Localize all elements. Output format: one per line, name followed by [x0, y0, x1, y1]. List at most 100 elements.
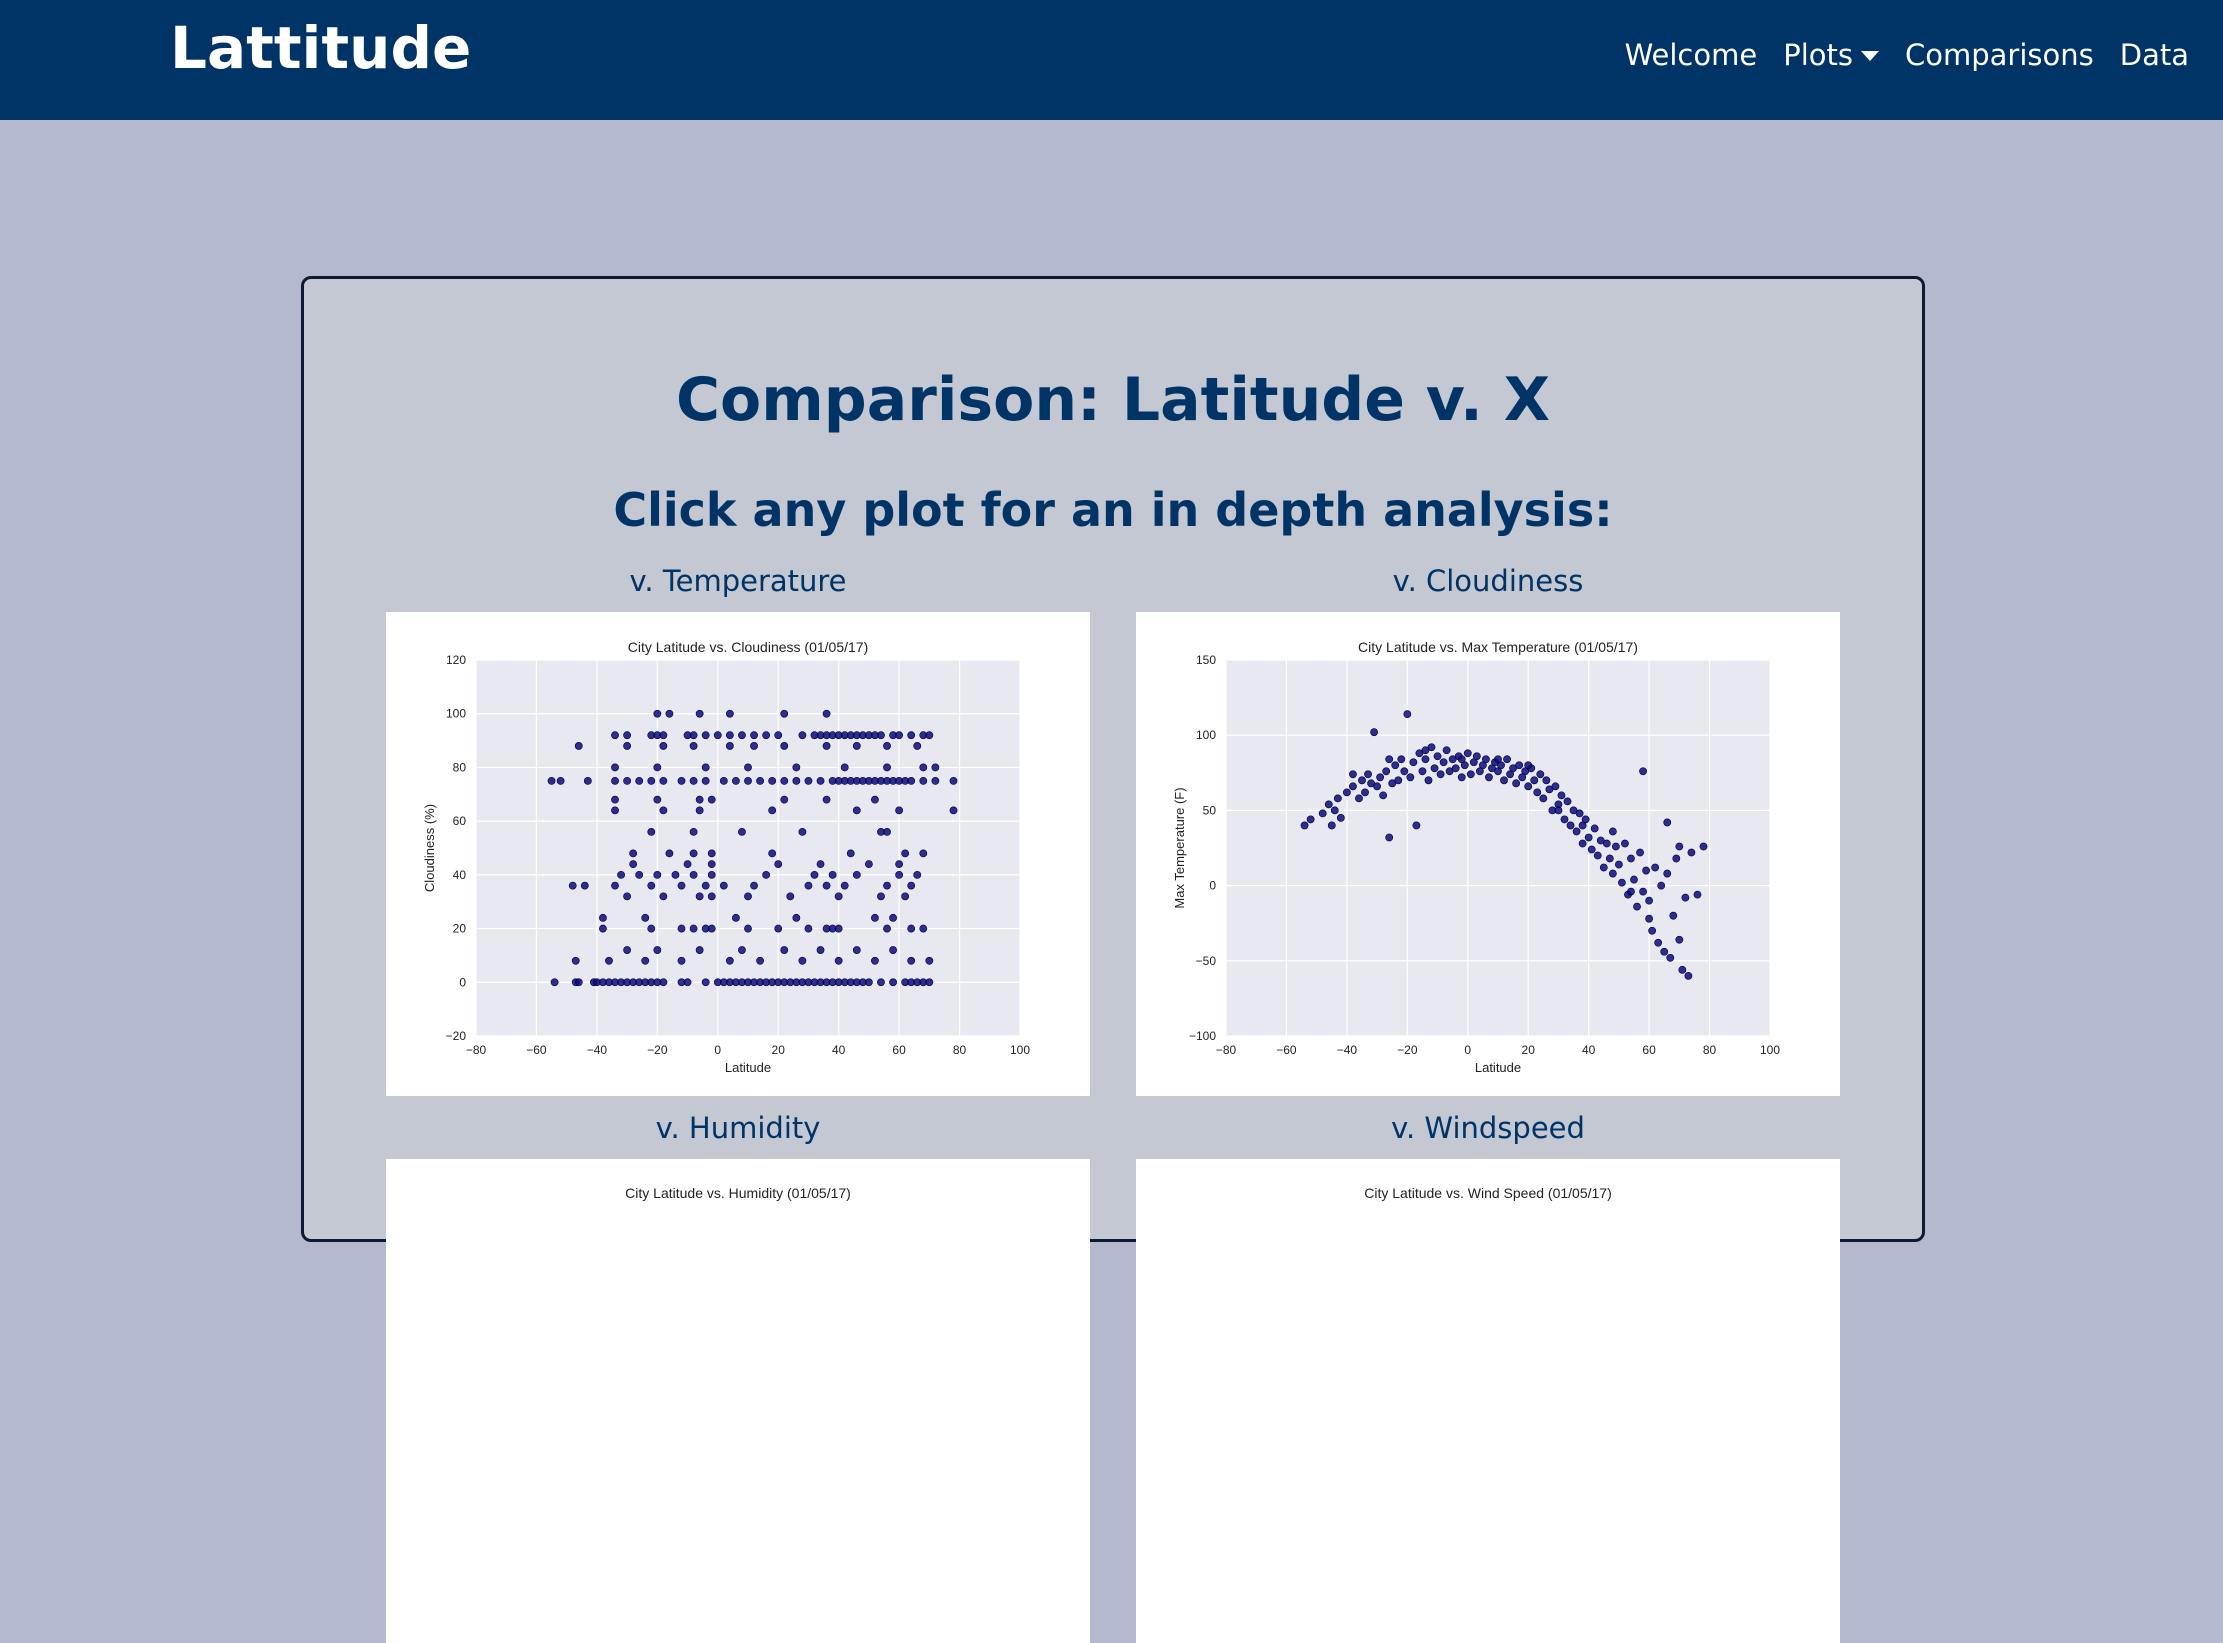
data-point [574, 742, 583, 750]
data-point [762, 870, 771, 879]
card-label-temperature: v. Temperature [629, 564, 847, 598]
data-point [852, 946, 861, 954]
data-point [1385, 833, 1394, 842]
nav-dropdown-plots[interactable]: Plots [1783, 38, 1879, 72]
plot-card-cloudiness[interactable]: −80 −60 −40 −20 0 20 40 60 80 100 −100 −50 0 50 100 150… [1136, 612, 1840, 1096]
data-point [828, 870, 837, 879]
data-point [780, 776, 789, 785]
data-point [701, 763, 710, 772]
data-point [1472, 752, 1481, 761]
cloudiness-scatter-chart: −80 −60 −40 −20 0 20 40 60 80 100 −20 0 20 40 60 80 100 1… [422, 639, 1030, 1075]
data-point [1599, 863, 1608, 872]
data-point [1515, 761, 1524, 770]
x-tick-label: −80 [466, 1043, 487, 1057]
data-point [780, 742, 789, 750]
data-point [925, 731, 934, 740]
data-point [1560, 815, 1569, 824]
data-point [1633, 902, 1641, 911]
data-point [883, 763, 891, 772]
nav-link-data[interactable]: Data [2119, 38, 2189, 72]
data-point [1651, 863, 1660, 872]
data-point [1636, 848, 1644, 857]
y-axis-label: Cloudiness (%) [422, 804, 437, 892]
data-point [1693, 890, 1702, 899]
data-point [798, 956, 807, 965]
data-point [1376, 773, 1385, 782]
nav-link-plots-label: Plots [1783, 38, 1853, 72]
card-label-cloudiness: v. Cloudiness [1392, 564, 1584, 598]
data-point [653, 763, 662, 772]
data-point [895, 860, 904, 869]
data-point [689, 849, 698, 858]
data-point [919, 924, 928, 933]
data-point [816, 946, 825, 954]
data-point [816, 860, 825, 869]
max-temperature-scatter-chart: −80 −60 −40 −20 0 20 40 60 80 100 −100 −50 0 50 100 150… [1172, 639, 1780, 1075]
data-point [889, 978, 897, 987]
data-point [1482, 755, 1490, 764]
data-point [635, 870, 644, 879]
data-point [768, 806, 777, 815]
data-point [623, 776, 632, 785]
brand-logo[interactable]: Lattitude [170, 14, 472, 82]
data-point [798, 731, 807, 740]
data-point [659, 978, 668, 987]
data-point [1575, 809, 1584, 818]
data-point [1524, 761, 1533, 770]
data-point [744, 776, 752, 785]
data-point [695, 806, 704, 815]
data-point [901, 892, 910, 901]
data-point [1663, 869, 1672, 878]
data-point [1593, 851, 1602, 860]
data-point [689, 870, 698, 879]
data-point [1421, 746, 1430, 755]
data-point [665, 849, 674, 858]
data-point [907, 776, 916, 785]
data-point [695, 795, 704, 804]
x-tick-label: 40 [832, 1043, 846, 1057]
data-point [1530, 776, 1539, 785]
data-point [677, 924, 686, 933]
caret-down-icon [1861, 51, 1879, 61]
y-tick-label: −20 [446, 1029, 467, 1043]
data-point [1439, 758, 1448, 767]
data-point [599, 924, 607, 933]
data-point [677, 881, 686, 890]
data-point [1436, 770, 1445, 779]
data-point [1330, 806, 1339, 815]
data-point [1584, 833, 1593, 842]
y-tick-label: 40 [453, 868, 467, 882]
data-point [774, 860, 783, 869]
data-point [611, 763, 619, 772]
data-point [1355, 794, 1363, 803]
plot-card-temperature[interactable]: −80 −60 −40 −20 0 20 40 60 80 100 −20 0 20 40 60 80 100 1… [386, 612, 1090, 1096]
data-point [719, 881, 728, 890]
data-point [671, 870, 680, 879]
y-tick-label: 80 [453, 760, 467, 774]
data-point [738, 946, 746, 954]
data-point [1614, 860, 1623, 869]
data-point [1554, 806, 1563, 815]
nav-link-comparisons[interactable]: Comparisons [1905, 38, 2094, 72]
data-point [804, 881, 813, 890]
data-point [707, 860, 716, 869]
plot-card-humidity[interactable]: City Latitude vs. Humidity (01/05/17) [386, 1159, 1090, 1643]
nav-link-welcome[interactable]: Welcome [1624, 38, 1758, 72]
data-point [1578, 839, 1587, 848]
data-point [1642, 866, 1650, 875]
data-point [677, 956, 686, 965]
data-point [822, 709, 831, 718]
y-tick-label: 100 [446, 707, 466, 721]
data-point [1412, 821, 1421, 830]
data-point [689, 742, 698, 750]
data-point [1433, 752, 1442, 761]
data-point [804, 776, 813, 785]
data-point [707, 924, 716, 933]
x-tick-label: 0 [714, 1043, 721, 1057]
data-point [1333, 794, 1342, 803]
data-point [1699, 842, 1708, 851]
data-point [1466, 770, 1475, 779]
data-point [1621, 839, 1629, 848]
plot-card-windspeed[interactable]: City Latitude vs. Wind Speed (01/05/17) [1136, 1159, 1840, 1643]
data-point [1572, 827, 1581, 836]
